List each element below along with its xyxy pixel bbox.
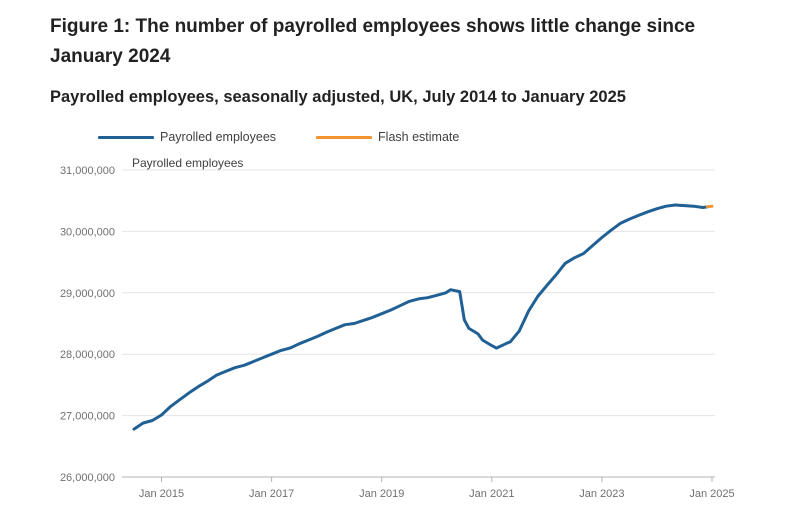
data-point-payrolled[interactable]: [610, 229, 612, 231]
data-point-payrolled[interactable]: [449, 288, 452, 291]
data-point-payrolled[interactable]: [481, 339, 484, 341]
y-tick-label: 30,000,000: [60, 226, 115, 238]
data-point-payrolled[interactable]: [573, 257, 576, 259]
data-point-payrolled[interactable]: [362, 319, 365, 322]
data-point-payrolled[interactable]: [335, 327, 337, 330]
legend-label-flash: Flash estimate: [378, 130, 460, 144]
x-tick-label: Jan 2015: [139, 488, 184, 500]
x-tick-label: Jan 2017: [249, 488, 294, 500]
data-point-payrolled[interactable]: [527, 310, 530, 313]
data-point-payrolled[interactable]: [458, 290, 461, 293]
data-point-payrolled[interactable]: [142, 422, 144, 424]
legend-item-flash[interactable]: Flash estimate: [316, 130, 459, 144]
data-point-payrolled[interactable]: [702, 206, 704, 209]
data-point-payrolled[interactable]: [151, 419, 154, 422]
data-point-payrolled[interactable]: [160, 414, 163, 416]
data-point-payrolled[interactable]: [564, 262, 566, 265]
data-point-payrolled[interactable]: [298, 343, 300, 345]
data-point-payrolled[interactable]: [280, 349, 282, 352]
legend: Payrolled employees Flash estimate: [98, 129, 499, 145]
data-point-payrolled[interactable]: [179, 398, 181, 401]
x-tick-label: Jan 2025: [689, 488, 734, 500]
data-point-payrolled[interactable]: [637, 214, 640, 217]
data-point-payrolled[interactable]: [307, 339, 310, 341]
data-point-payrolled[interactable]: [197, 385, 199, 388]
x-tick-label: Jan 2023: [579, 488, 624, 500]
data-point-payrolled[interactable]: [371, 316, 374, 319]
y-axis-title: Payrolled employees: [132, 156, 243, 170]
data-point-payrolled[interactable]: [215, 374, 218, 376]
data-point-payrolled[interactable]: [252, 360, 255, 363]
data-point-payrolled[interactable]: [188, 392, 190, 394]
data-point-payrolled[interactable]: [665, 205, 667, 207]
data-point-payrolled[interactable]: [234, 366, 236, 369]
data-point-payrolled[interactable]: [468, 327, 470, 330]
data-point-payrolled[interactable]: [169, 405, 172, 408]
y-tick-label: 29,000,000: [60, 288, 115, 300]
data-point-payrolled[interactable]: [408, 300, 411, 303]
data-point-payrolled[interactable]: [518, 330, 521, 332]
legend-swatch-flash: [316, 135, 373, 139]
data-point-payrolled[interactable]: [656, 207, 658, 210]
data-point-payrolled[interactable]: [491, 344, 493, 347]
data-point-payrolled[interactable]: [601, 236, 603, 239]
legend-swatch-payrolled: [98, 135, 154, 139]
data-point-payrolled[interactable]: [477, 333, 479, 335]
data-point-payrolled[interactable]: [582, 252, 585, 255]
data-point-payrolled[interactable]: [390, 309, 392, 311]
data-point-payrolled[interactable]: [555, 274, 557, 276]
data-point-payrolled[interactable]: [380, 312, 383, 315]
series-line-payrolled: [132, 203, 709, 431]
y-tick-label: 31,000,000: [60, 165, 115, 177]
data-point-payrolled[interactable]: [243, 364, 245, 367]
data-point-payrolled[interactable]: [683, 204, 686, 207]
data-point-payrolled[interactable]: [426, 296, 429, 299]
data-point-payrolled[interactable]: [270, 353, 273, 356]
data-point-payrolled[interactable]: [591, 244, 594, 247]
data-point-payrolled[interactable]: [344, 323, 346, 326]
legend-label-payrolled: Payrolled employees: [160, 130, 277, 144]
data-point-payrolled[interactable]: [504, 343, 507, 345]
chart-subtitle: Payrolled employees, seasonally adjusted…: [50, 88, 626, 106]
data-point-payrolled[interactable]: [619, 222, 622, 225]
data-point-payrolled[interactable]: [445, 292, 447, 294]
data-point-payrolled[interactable]: [133, 428, 135, 430]
data-point-flash[interactable]: [711, 205, 713, 207]
data-point-payrolled[interactable]: [692, 205, 695, 207]
data-point-flash[interactable]: [706, 206, 709, 208]
chart-title: Figure 1: The number of payrolled employ…: [50, 16, 696, 67]
data-point-payrolled[interactable]: [316, 335, 319, 338]
data-point-payrolled[interactable]: [536, 295, 539, 298]
data-point-payrolled[interactable]: [325, 331, 328, 333]
data-point-payrolled[interactable]: [495, 347, 498, 349]
data-point-payrolled[interactable]: [289, 347, 291, 349]
data-point-payrolled[interactable]: [224, 370, 227, 373]
data-point-payrolled[interactable]: [436, 294, 438, 297]
data-point-payrolled[interactable]: [463, 319, 466, 321]
data-point-payrolled[interactable]: [353, 322, 356, 325]
y-tick-label: 28,000,000: [60, 349, 115, 361]
data-point-payrolled[interactable]: [674, 204, 677, 206]
data-point-payrolled[interactable]: [509, 341, 512, 343]
data-point-payrolled[interactable]: [647, 211, 649, 213]
x-tick-label: Jan 2021: [469, 488, 514, 500]
data-point-payrolled[interactable]: [628, 218, 631, 220]
x-tick-label: Jan 2019: [359, 488, 404, 500]
legend-item-payrolled[interactable]: Payrolled employees: [98, 130, 276, 144]
data-point-payrolled[interactable]: [261, 357, 264, 359]
y-tick-label: 27,000,000: [60, 411, 115, 423]
data-point-payrolled[interactable]: [417, 298, 420, 300]
data-point-payrolled[interactable]: [399, 304, 401, 307]
data-point-payrolled[interactable]: [206, 380, 209, 383]
y-tick-label: 26,000,000: [60, 472, 115, 484]
data-point-payrolled[interactable]: [546, 284, 548, 287]
